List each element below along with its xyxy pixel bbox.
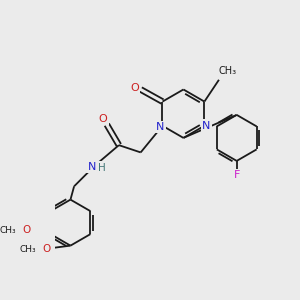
Text: CH₃: CH₃: [20, 245, 36, 254]
Text: N: N: [88, 162, 96, 172]
Text: N: N: [156, 122, 165, 132]
Text: O: O: [42, 244, 50, 254]
Text: O: O: [130, 83, 139, 93]
Text: F: F: [233, 170, 240, 180]
Text: O: O: [99, 113, 107, 124]
Text: CH₃: CH₃: [0, 226, 16, 235]
Text: CH₃: CH₃: [218, 66, 236, 76]
Text: H: H: [98, 163, 106, 173]
Text: O: O: [22, 226, 31, 236]
Text: N: N: [202, 121, 211, 131]
